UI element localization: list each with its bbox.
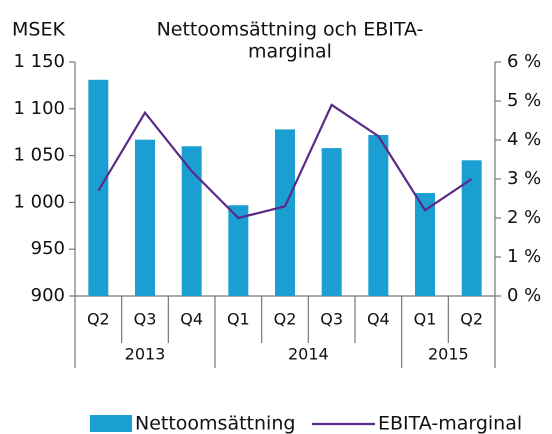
y-tick-label: 1 150 — [13, 51, 65, 72]
bar — [415, 193, 435, 296]
legend-swatch — [90, 415, 132, 432]
bar — [228, 205, 249, 296]
x-tick-label: Q3 — [134, 310, 157, 329]
x-tick-label: Q2 — [460, 310, 483, 329]
x-tick-label: Q4 — [367, 310, 390, 329]
y2-tick-label: 4 % — [507, 129, 541, 150]
y-tick-label: 1 000 — [13, 191, 65, 212]
chart-title: marginal — [248, 41, 332, 63]
legend-label: EBITA-marginal — [378, 413, 522, 434]
y2-tick-label: 0 % — [507, 285, 541, 306]
y2-tick-label: 6 % — [507, 51, 541, 72]
x-group-label: 2013 — [125, 345, 166, 364]
x-group-label: 2014 — [288, 345, 329, 364]
x-tick-label: Q4 — [180, 310, 203, 329]
x-tick-label: Q3 — [320, 310, 343, 329]
y-tick-label: 1 100 — [13, 98, 65, 119]
y-tick-label: 950 — [31, 238, 65, 259]
line — [97, 103, 473, 220]
bar — [368, 135, 389, 296]
y-axis-label: MSEK — [12, 19, 65, 41]
bar — [135, 139, 155, 296]
legend-label: Nettoomsättning — [135, 413, 295, 434]
x-tick-label: Q2 — [274, 310, 297, 329]
bar — [275, 129, 295, 296]
y2-tick-label: 5 % — [507, 90, 541, 111]
x-tick-label: Q1 — [414, 310, 437, 329]
y2-tick-label: 1 % — [507, 246, 541, 267]
y2-tick-label: 2 % — [507, 207, 541, 228]
y2-tick-label: 3 % — [507, 168, 541, 189]
chart-title: Nettoomsättning och EBITA- — [157, 19, 424, 41]
x-tick-label: Q2 — [87, 310, 110, 329]
y-tick-label: 900 — [31, 285, 65, 306]
bar — [88, 79, 109, 296]
y-tick-label: 1 050 — [13, 145, 65, 166]
bar — [321, 148, 342, 296]
bar — [461, 160, 482, 296]
bar — [181, 146, 202, 296]
x-tick-label: Q1 — [227, 310, 250, 329]
x-group-label: 2015 — [428, 345, 469, 364]
